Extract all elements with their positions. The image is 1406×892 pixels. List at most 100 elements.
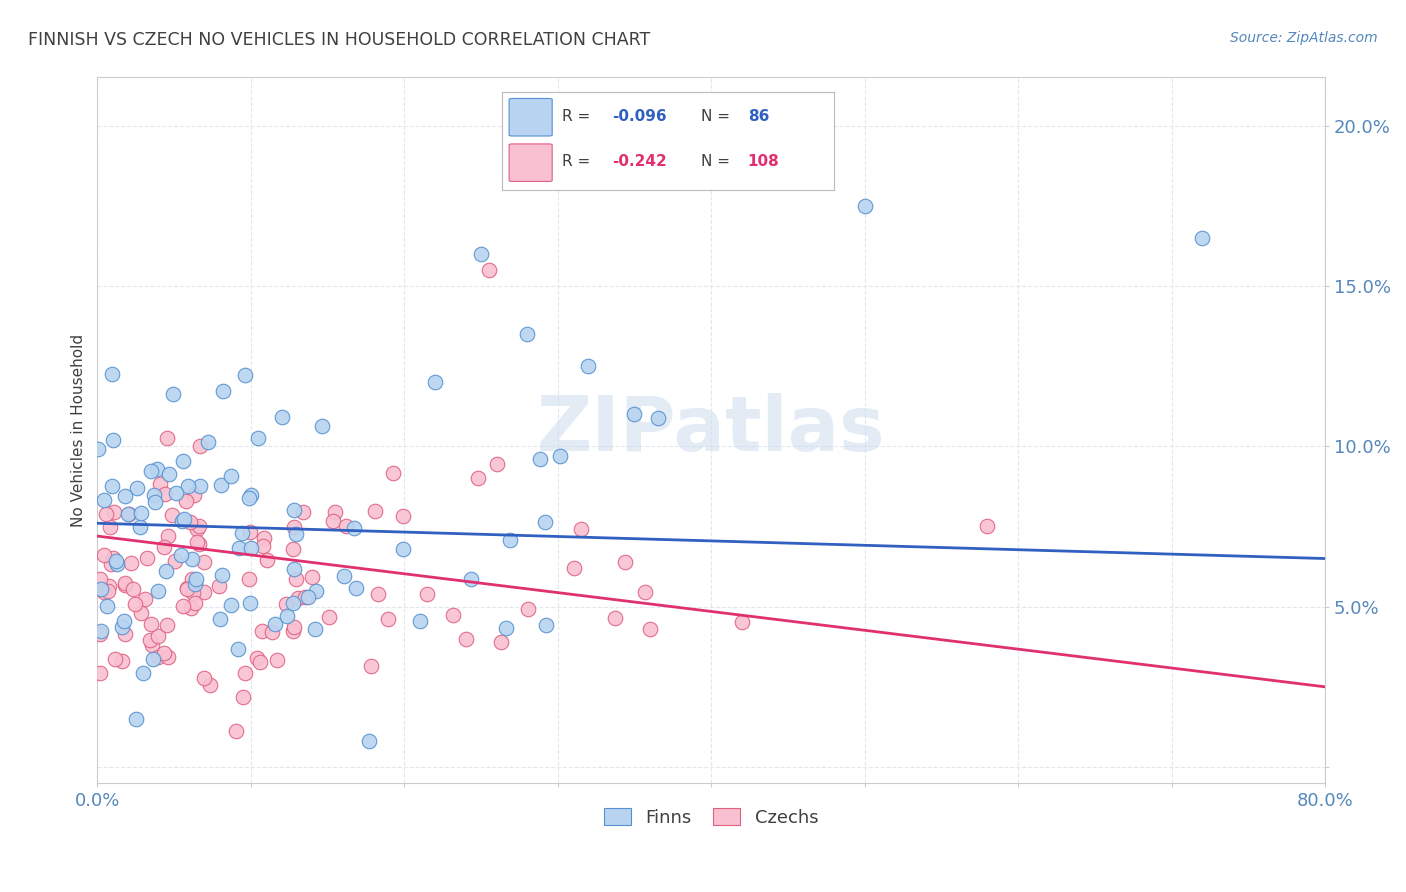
Point bbox=[1191, 231, 1213, 245]
Point bbox=[271, 409, 294, 424]
Point bbox=[219, 598, 242, 612]
Point bbox=[112, 614, 135, 628]
Point bbox=[176, 494, 198, 508]
Point bbox=[247, 430, 270, 444]
Point bbox=[235, 666, 257, 681]
Point bbox=[87, 442, 110, 456]
Point bbox=[283, 541, 305, 556]
Point bbox=[90, 582, 112, 597]
Point bbox=[103, 505, 125, 519]
Point bbox=[114, 576, 136, 591]
Point bbox=[120, 557, 142, 571]
Point bbox=[226, 642, 249, 657]
Point bbox=[323, 505, 346, 519]
Point bbox=[647, 411, 669, 425]
Point bbox=[225, 724, 247, 739]
Point bbox=[304, 622, 326, 636]
Point bbox=[184, 596, 207, 610]
Point bbox=[408, 614, 430, 628]
Point bbox=[731, 615, 754, 630]
Point bbox=[343, 521, 366, 535]
Point bbox=[976, 519, 998, 533]
Point bbox=[240, 488, 263, 502]
Point bbox=[139, 464, 162, 478]
Point bbox=[197, 435, 219, 450]
Point bbox=[285, 572, 308, 586]
Point bbox=[253, 531, 276, 545]
Point bbox=[157, 529, 180, 543]
Point bbox=[93, 493, 115, 508]
Point bbox=[89, 572, 111, 586]
Point bbox=[172, 454, 194, 468]
Point bbox=[853, 199, 876, 213]
Text: Source: ZipAtlas.com: Source: ZipAtlas.com bbox=[1230, 31, 1378, 45]
Point bbox=[239, 541, 262, 555]
Point bbox=[129, 506, 152, 520]
Point bbox=[153, 486, 176, 500]
Point bbox=[187, 537, 209, 551]
Point bbox=[235, 368, 257, 383]
Point bbox=[634, 585, 657, 599]
Point bbox=[156, 650, 179, 665]
Point bbox=[188, 439, 211, 453]
Point bbox=[377, 612, 399, 626]
Point bbox=[134, 591, 156, 606]
Point bbox=[287, 591, 309, 605]
Point bbox=[188, 519, 211, 533]
Point bbox=[98, 520, 121, 534]
Point bbox=[274, 597, 297, 611]
Point bbox=[252, 624, 274, 638]
Point bbox=[529, 452, 551, 467]
Point bbox=[124, 597, 146, 611]
Point bbox=[283, 503, 305, 517]
Point bbox=[623, 407, 645, 421]
Point bbox=[266, 653, 288, 667]
Point bbox=[211, 567, 233, 582]
Point bbox=[292, 505, 315, 519]
Point bbox=[489, 635, 512, 649]
Point bbox=[364, 504, 387, 518]
Point bbox=[176, 582, 198, 597]
Point bbox=[638, 622, 661, 636]
Point bbox=[605, 611, 627, 625]
Point bbox=[391, 509, 413, 524]
Point bbox=[93, 548, 115, 562]
Point bbox=[127, 482, 149, 496]
Point bbox=[576, 359, 599, 373]
Point bbox=[613, 555, 636, 569]
Point bbox=[344, 581, 367, 595]
Point bbox=[121, 582, 143, 597]
Point bbox=[533, 515, 555, 529]
Point bbox=[281, 596, 304, 610]
Point bbox=[443, 607, 465, 622]
Point bbox=[262, 624, 284, 639]
Point bbox=[101, 551, 124, 566]
Point bbox=[118, 507, 141, 521]
Point bbox=[485, 457, 508, 471]
Point bbox=[219, 469, 242, 483]
Point bbox=[156, 431, 179, 445]
Text: FINNISH VS CZECH NO VEHICLES IN HOUSEHOLD CORRELATION CHART: FINNISH VS CZECH NO VEHICLES IN HOUSEHOL… bbox=[28, 31, 651, 49]
Point bbox=[183, 488, 205, 502]
Point bbox=[301, 570, 323, 584]
Point bbox=[146, 629, 169, 643]
Point bbox=[193, 585, 215, 599]
Point bbox=[478, 263, 501, 277]
Point bbox=[456, 632, 478, 646]
Point bbox=[170, 548, 193, 562]
Point bbox=[460, 572, 482, 586]
Point bbox=[281, 624, 304, 639]
Point bbox=[162, 387, 184, 401]
Point bbox=[238, 524, 260, 539]
Point bbox=[100, 557, 122, 571]
Y-axis label: No Vehicles in Household: No Vehicles in Household bbox=[72, 334, 86, 527]
Point bbox=[238, 572, 260, 586]
Point bbox=[294, 590, 316, 604]
Point bbox=[335, 519, 357, 533]
Point bbox=[209, 612, 232, 626]
Point bbox=[181, 572, 204, 586]
Point bbox=[252, 539, 274, 553]
Point bbox=[105, 557, 128, 571]
Point bbox=[318, 609, 340, 624]
Point bbox=[283, 562, 305, 576]
